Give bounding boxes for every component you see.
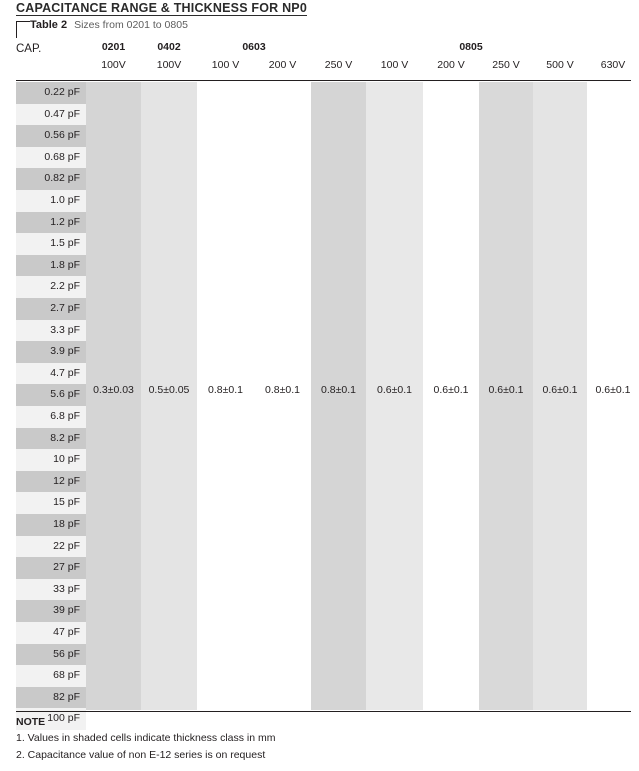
thickness-cell-8: 0.6±0.1 bbox=[542, 384, 578, 396]
thickness-cell-9: 0.6±0.1 bbox=[595, 384, 631, 396]
capacitance-row: 68 pF bbox=[16, 665, 86, 687]
header-size-0402: 0402 bbox=[157, 41, 181, 53]
thickness-cell-4: 0.8±0.1 bbox=[321, 384, 356, 396]
table-bottom-rule bbox=[16, 711, 631, 712]
column-band-4 bbox=[311, 82, 366, 710]
capacitance-row: 1.5 pF bbox=[16, 233, 86, 255]
capacitance-row: 18 pF bbox=[16, 514, 86, 536]
capacitance-row: 15 pF bbox=[16, 492, 86, 514]
header-voltage-3: 200 V bbox=[268, 59, 297, 71]
thickness-cell-0: 0.3±0.03 bbox=[93, 384, 134, 396]
capacitance-row: 1.8 pF bbox=[16, 254, 86, 277]
notes-list: 1. Values in shaded cells indicate thick… bbox=[16, 732, 616, 761]
column-band-2 bbox=[197, 82, 254, 710]
capacitance-row: 10 pF bbox=[16, 449, 86, 471]
table-caption: Table 2 Sizes from 0201 to 0805 bbox=[16, 19, 188, 35]
capacitance-row: 39 pF bbox=[16, 600, 86, 622]
capacitance-row: 22 pF bbox=[16, 535, 86, 558]
thickness-cell-1: 0.5±0.05 bbox=[148, 384, 190, 396]
page-title: CAPACITANCE RANGE & THICKNESS FOR NP0 bbox=[16, 1, 307, 15]
header-voltage-0: 100V bbox=[101, 59, 126, 71]
header-cap-label: CAP. bbox=[16, 43, 42, 55]
capacitance-row: 0.56 pF bbox=[16, 125, 86, 147]
table-caption-subtitle: Sizes from 0201 to 0805 bbox=[74, 19, 188, 31]
column-band-7 bbox=[479, 82, 533, 710]
table-header: CAP. 0201 0402 0603 0805 100V 100V 100 V 200 V… bbox=[0, 38, 639, 82]
note-line: 2. Capacitance value of non E-12 series … bbox=[16, 749, 266, 761]
capacitance-row: 0.82 pF bbox=[16, 168, 86, 190]
capacitance-row: 47 pF bbox=[16, 622, 86, 644]
capacitance-row: 0.47 pF bbox=[16, 103, 86, 126]
capacitance-row: 8.2 pF bbox=[16, 427, 86, 450]
column-band-6 bbox=[423, 82, 479, 710]
thickness-cell-5: 0.6±0.1 bbox=[377, 384, 412, 396]
notes-title: NOTE bbox=[16, 716, 46, 728]
capacitance-row: 2.2 pF bbox=[16, 276, 86, 298]
table-caption-label: Table 2 bbox=[30, 19, 68, 31]
column-band-5 bbox=[366, 82, 423, 710]
header-size-0201: 0201 bbox=[101, 41, 126, 53]
table-top-rule bbox=[16, 80, 631, 81]
header-voltage-5: 100 V bbox=[380, 59, 409, 71]
header-voltage-9: 630V bbox=[600, 59, 626, 71]
header-voltage-6: 200 V bbox=[437, 59, 465, 71]
header-size-0805: 0805 bbox=[459, 41, 483, 53]
thickness-cell-7: 0.6±0.1 bbox=[488, 384, 524, 396]
caption-bracket bbox=[16, 21, 30, 38]
capacitance-row: 0.68 pF bbox=[16, 146, 86, 169]
table-body: 0.22 pF 0.47 pF 0.56 pF 0.68 pF 0.82 pF 1.0 p… bbox=[0, 82, 639, 730]
header-voltage-4: 250 V bbox=[324, 59, 353, 71]
capacitance-row: 56 pF bbox=[16, 643, 86, 666]
thickness-cell-3: 0.8±0.1 bbox=[265, 384, 300, 396]
capacitance-row: 2.7 pF bbox=[16, 298, 86, 320]
capacitance-row: 100 pF bbox=[16, 708, 86, 730]
capacitance-row: 0.22 pF bbox=[16, 82, 86, 104]
capacitance-row: 1.2 pF bbox=[16, 211, 86, 234]
capacitance-row: 6.8 pF bbox=[16, 406, 86, 428]
column-band-9 bbox=[587, 82, 639, 710]
capacitance-row: 27 pF bbox=[16, 557, 86, 579]
header-voltage-7: 250 V bbox=[492, 59, 520, 71]
thickness-cell-2: 0.8±0.1 bbox=[208, 384, 243, 396]
capacitance-row: 33 pF bbox=[16, 578, 86, 601]
header-voltage-2: 100 V bbox=[211, 59, 240, 71]
header-voltage-1: 100V bbox=[156, 59, 182, 71]
capacitance-row: 82 pF bbox=[16, 686, 86, 709]
header-size-0603: 0603 bbox=[242, 41, 266, 53]
column-band-1 bbox=[141, 82, 197, 710]
column-band-3 bbox=[254, 82, 311, 710]
capacitance-row: 12 pF bbox=[16, 470, 86, 493]
capacitance-row: 3.9 pF bbox=[16, 341, 86, 363]
capacitance-row: 1.0 pF bbox=[16, 190, 86, 212]
capacitance-row: 4.7 pF bbox=[16, 362, 86, 385]
thickness-cell-6: 0.6±0.1 bbox=[433, 384, 469, 396]
column-band-8 bbox=[533, 82, 587, 710]
column-band-0 bbox=[86, 82, 141, 710]
note-line: 1. Values in shaded cells indicate thick… bbox=[16, 732, 276, 744]
capacitance-row: 5.6 pF bbox=[16, 384, 86, 406]
notes-section: NOTE 1. Values in shaded cells indicate … bbox=[16, 716, 616, 766]
capacitance-row: 3.3 pF bbox=[16, 319, 86, 342]
header-voltage-8: 500 V bbox=[546, 59, 574, 71]
